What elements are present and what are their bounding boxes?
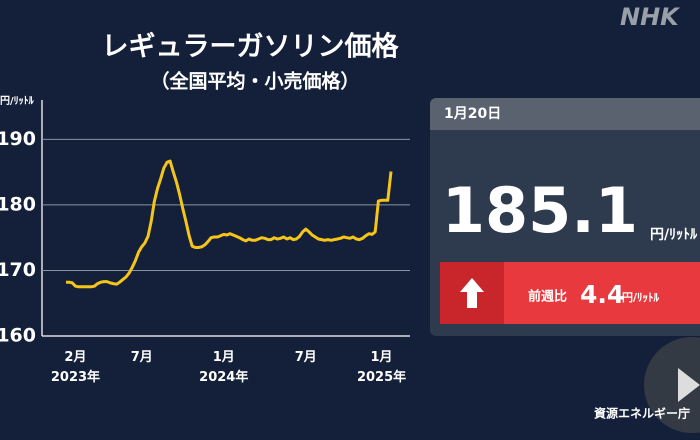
y-axis-label: 円/ﾘｯﾄﾙ: [0, 95, 35, 107]
chart-subtitle: （全国平均・小売価格）: [150, 70, 359, 93]
y-tick-label: 180: [0, 193, 36, 215]
logo: NHK: [620, 3, 681, 31]
play-button[interactable]: [644, 337, 700, 433]
y-tick-label: 190: [0, 128, 36, 150]
panel-unit: 円/ﾘｯﾄﾙ: [650, 227, 698, 243]
x-tick-label: 1月 2025年: [356, 350, 407, 385]
change-unit: 円/ﾘｯﾄﾙ: [622, 291, 660, 304]
source: 資源エネルギー庁: [594, 406, 690, 421]
price-line: [66, 159, 393, 289]
panel-value: 185.1: [442, 174, 638, 247]
y-tick-label: 160: [0, 325, 36, 347]
x-tick-label: 7月: [130, 350, 153, 365]
change-value: 4.4: [580, 280, 624, 309]
x-tick-label: 2月 2023年: [50, 350, 101, 385]
panel-header: [430, 98, 700, 130]
chart-title: レギュラーガソリン価格: [102, 32, 400, 63]
up-arrow: [460, 278, 484, 308]
panel-date: 1月20日: [444, 106, 501, 122]
x-tick-label: 7月: [294, 350, 317, 365]
change-label: 前週比: [528, 289, 567, 305]
play-icon: [678, 368, 700, 402]
x-tick-label: 1月 2024年: [199, 350, 249, 385]
y-tick-label: 170: [0, 259, 36, 281]
